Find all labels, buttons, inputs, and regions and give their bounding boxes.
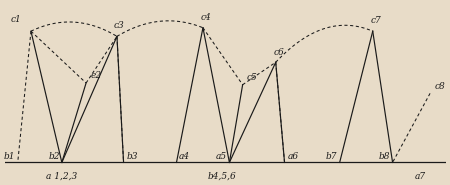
- Text: c8: c8: [434, 82, 445, 91]
- Text: b7: b7: [326, 152, 338, 161]
- Text: c5: c5: [247, 73, 258, 82]
- Text: c6: c6: [274, 48, 284, 57]
- Text: b1: b1: [4, 152, 15, 161]
- Text: b3: b3: [127, 152, 139, 161]
- Text: a5: a5: [216, 152, 227, 161]
- Text: b4,5,6: b4,5,6: [207, 172, 236, 181]
- Text: a 1,2,3: a 1,2,3: [46, 172, 78, 181]
- Text: c4: c4: [201, 13, 212, 22]
- Text: a4: a4: [179, 152, 190, 161]
- Text: a6: a6: [288, 152, 299, 161]
- Text: c1: c1: [10, 15, 21, 24]
- Text: e2: e2: [90, 71, 102, 80]
- Text: c7: c7: [370, 16, 381, 25]
- Text: b2: b2: [48, 152, 59, 161]
- Text: a7: a7: [414, 172, 426, 181]
- Text: c3: c3: [113, 21, 124, 30]
- Text: b8: b8: [379, 152, 391, 161]
